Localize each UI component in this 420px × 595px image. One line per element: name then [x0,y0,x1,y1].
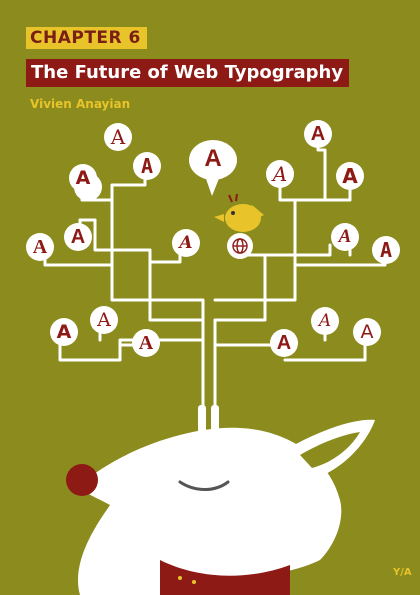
glyph-letter: A [310,123,326,145]
glyph-letter: A [140,154,154,178]
deer-head [66,405,375,595]
glyph-letter: A [138,332,154,354]
author-name: Vivien Anayian [30,97,131,111]
glyph-letter: A [70,226,86,248]
publisher-mark: Y/A [393,567,412,578]
glyph-circles [26,120,400,357]
glyph-letter: A [56,321,72,343]
book-title: The Future of Web Typography [26,59,350,87]
glyph-letter: A [97,309,111,331]
glyph-letter: A [75,167,91,189]
speech-bubble [189,140,237,196]
glyph-letter: A [379,238,393,262]
glyph-letter: A [272,162,288,186]
glyph-letter: A [276,332,292,354]
bird-icon [214,193,264,232]
globe-icon [232,238,248,254]
glyph-letter: A [360,321,374,343]
glyph-letter: A [342,164,358,188]
glyph-letter: A [110,125,126,149]
glyph-letter: A [318,311,332,331]
glyph-letter: A [179,233,193,253]
chapter-label: CHAPTER 6 [26,27,147,49]
glyph-letter: A [204,145,222,172]
glyph-letter: A [32,236,48,258]
glyph-letter: A [338,226,352,247]
